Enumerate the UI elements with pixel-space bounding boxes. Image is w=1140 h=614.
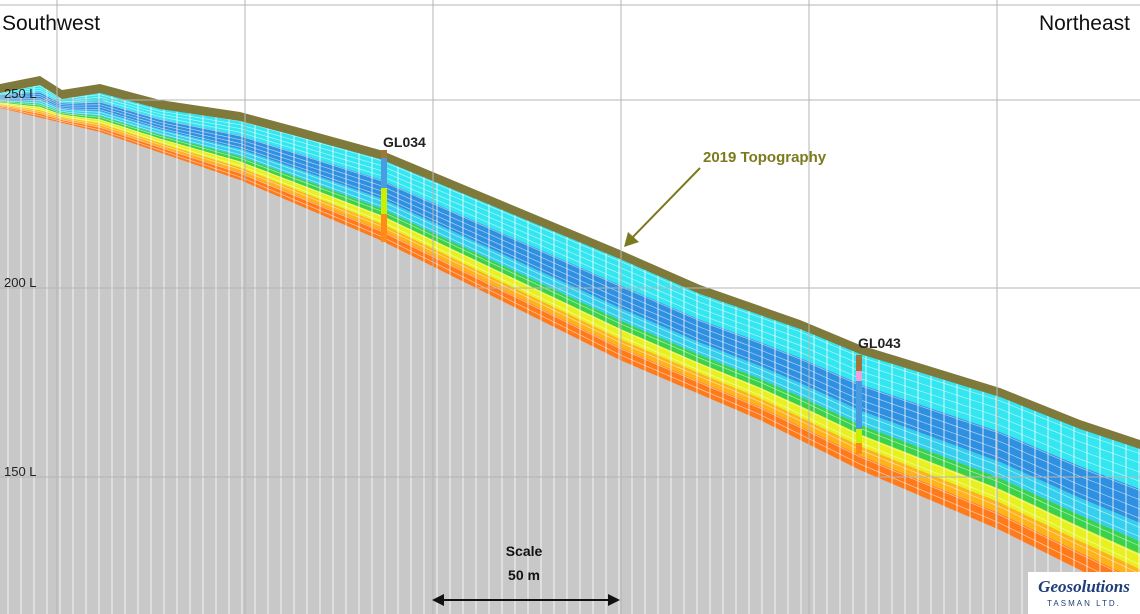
direction-label: Northeast xyxy=(1039,12,1130,35)
level-label: 200 L xyxy=(4,275,37,290)
annotation: 2019 Topography xyxy=(703,149,827,166)
geology xyxy=(0,76,1140,614)
drillhole: GL034 xyxy=(381,134,426,242)
logo-box xyxy=(1028,572,1140,614)
hole-segment xyxy=(381,150,387,158)
hole-segment xyxy=(856,355,862,371)
logo-sub: TASMAN LTD. xyxy=(1047,599,1121,608)
bedrock xyxy=(0,82,1140,614)
arrow-head xyxy=(624,232,639,247)
scale-bar xyxy=(432,594,620,606)
level-label: 250 L xyxy=(4,86,37,101)
annotation-arrow xyxy=(624,167,701,247)
scale-length: 50 m xyxy=(508,567,540,583)
hole-label: GL034 xyxy=(383,134,426,150)
logo: Geosolutions TASMAN LTD. xyxy=(1028,572,1140,614)
hole-label: GL043 xyxy=(858,335,901,351)
hole-segment xyxy=(856,429,862,443)
hole-segment xyxy=(856,443,862,454)
drillhole: GL043 xyxy=(856,335,901,454)
hole-segment xyxy=(381,214,387,242)
arrow-shaft xyxy=(629,167,701,241)
level-label: 150 L xyxy=(4,464,37,479)
arrow-head xyxy=(432,594,444,606)
hole-segment xyxy=(856,381,862,429)
hole-segment xyxy=(856,371,862,381)
logo-name: Geosolutions xyxy=(1038,577,1130,596)
arrow-head xyxy=(608,594,620,606)
direction-label: Southwest xyxy=(2,12,100,35)
hole-segment xyxy=(381,188,387,214)
scale-title: Scale xyxy=(506,543,543,559)
hole-segment xyxy=(381,158,387,188)
